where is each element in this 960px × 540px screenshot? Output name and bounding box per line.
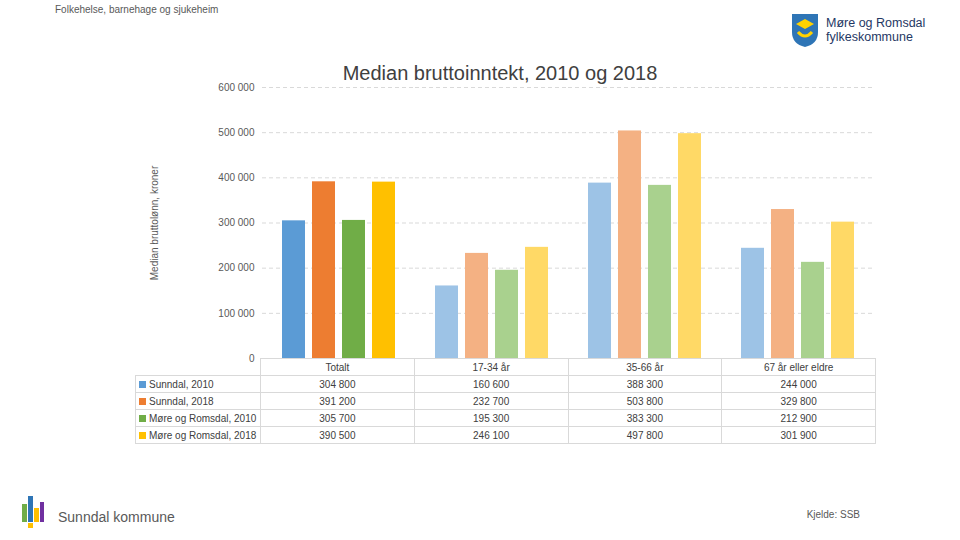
svg-text:200 000: 200 000 xyxy=(218,262,255,273)
html-text:Totalt: Totalt xyxy=(325,361,350,373)
html-text:160 600: 160 600 xyxy=(473,378,510,390)
html-text:305 700: 305 700 xyxy=(319,412,356,424)
html-text:Kjelde: SSB: Kjelde: SSB xyxy=(806,509,860,520)
html-text:Sunndal kommune: Sunndal kommune xyxy=(58,509,175,525)
html-text:388 300: 388 300 xyxy=(626,378,663,390)
svg-text:Median bruttolønn, kroner: Median bruttolønn, kroner xyxy=(149,165,160,280)
html-text:Folkehelse, barnehage og sjuke: Folkehelse, barnehage og sjukeheim xyxy=(55,4,219,15)
html-text:503 800: 503 800 xyxy=(626,395,663,407)
html-text:304 800: 304 800 xyxy=(319,378,356,390)
html-text:Møre og Romsdal, 2010: Møre og Romsdal, 2010 xyxy=(149,412,257,424)
svg-text:100 000: 100 000 xyxy=(218,308,255,319)
html-text:Sunndal, 2018: Sunndal, 2018 xyxy=(149,395,214,407)
svg-text:400 000: 400 000 xyxy=(218,172,255,183)
html-text:67 år eller eldre: 67 år eller eldre xyxy=(763,361,834,373)
html-text:195 300: 195 300 xyxy=(473,412,510,424)
html-text:17-34 år: 17-34 år xyxy=(472,361,510,373)
html-text:35-66 år: 35-66 år xyxy=(626,361,664,373)
html-text:391 200: 391 200 xyxy=(319,395,356,407)
html-text:fylkeskommune: fylkeskommune xyxy=(826,30,913,44)
html-text:Median bruttoinntekt, 2010 og: Median bruttoinntekt, 2010 og 2018 xyxy=(342,62,658,84)
html-text:329 800: 329 800 xyxy=(780,395,817,407)
html-text:390 500: 390 500 xyxy=(319,429,356,441)
html-text:232 700: 232 700 xyxy=(473,395,510,407)
html-text:246 100: 246 100 xyxy=(473,429,510,441)
svg-text:0: 0 xyxy=(248,352,255,364)
html-text:Møre og Romsdal: Møre og Romsdal xyxy=(826,16,926,30)
html-text:212 900: 212 900 xyxy=(780,412,817,424)
html-text:Møre og Romsdal, 2018: Møre og Romsdal, 2018 xyxy=(149,429,257,441)
html-text:Sunndal, 2010: Sunndal, 2010 xyxy=(149,378,214,390)
html-text:301 900: 301 900 xyxy=(780,429,817,441)
svg-text:600 000: 600 000 xyxy=(218,82,255,93)
svg-text:300 000: 300 000 xyxy=(218,217,255,228)
html-text:383 300: 383 300 xyxy=(626,412,663,424)
html-text:244 000: 244 000 xyxy=(780,378,817,390)
svg-text:500 000: 500 000 xyxy=(218,127,255,138)
html-text:497 800: 497 800 xyxy=(626,429,663,441)
